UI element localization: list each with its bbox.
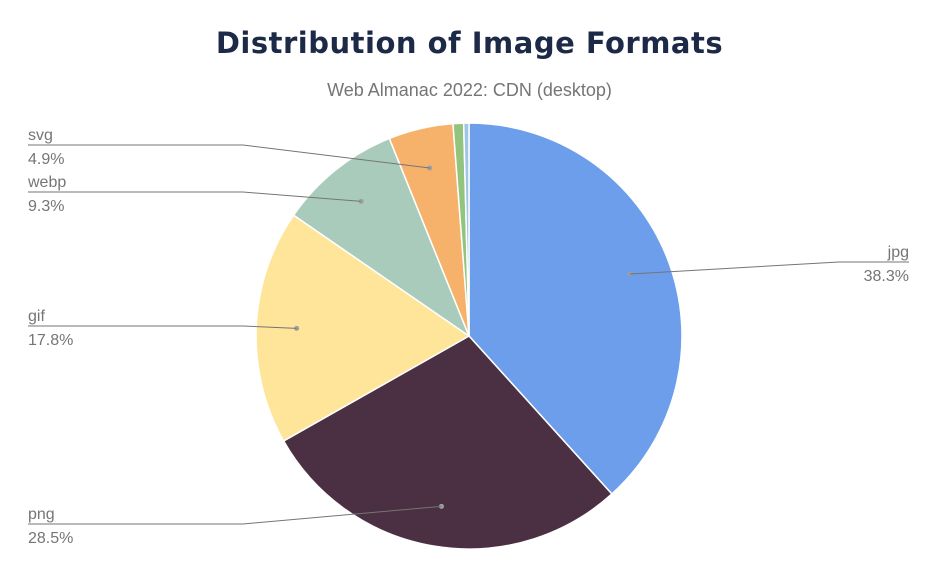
leader-line-png <box>28 505 442 525</box>
chart-title: Distribution of Image Formats <box>215 26 724 60</box>
pie-slice-png <box>282 335 613 550</box>
slice-label-png: png <box>28 506 55 523</box>
slice-value-png: 28.5% <box>28 530 73 547</box>
slice-value-gif: 17.8% <box>28 332 73 349</box>
pie-slice-webp <box>292 137 471 339</box>
slice-label-jpg: jpg <box>887 244 909 261</box>
slice-label-svg: svg <box>28 127 53 144</box>
slice-value-jpg: 38.3% <box>864 268 909 285</box>
pie-slice-jpg <box>468 122 683 496</box>
slice-value-svg: 4.9% <box>28 151 64 168</box>
slice-value-webp: 9.3% <box>28 198 64 215</box>
chart-subtitle: Web Almanac 2022: CDN (desktop) <box>327 80 612 100</box>
leader-line-webp <box>28 191 362 202</box>
pie-slice-minor-6 <box>462 122 470 337</box>
slice-label-webp: webp <box>27 174 66 191</box>
slice-label-gif: gif <box>28 308 45 325</box>
leader-line-jpg <box>629 261 909 275</box>
leader-line-svg <box>28 144 430 169</box>
leader-line-gif <box>28 325 297 329</box>
